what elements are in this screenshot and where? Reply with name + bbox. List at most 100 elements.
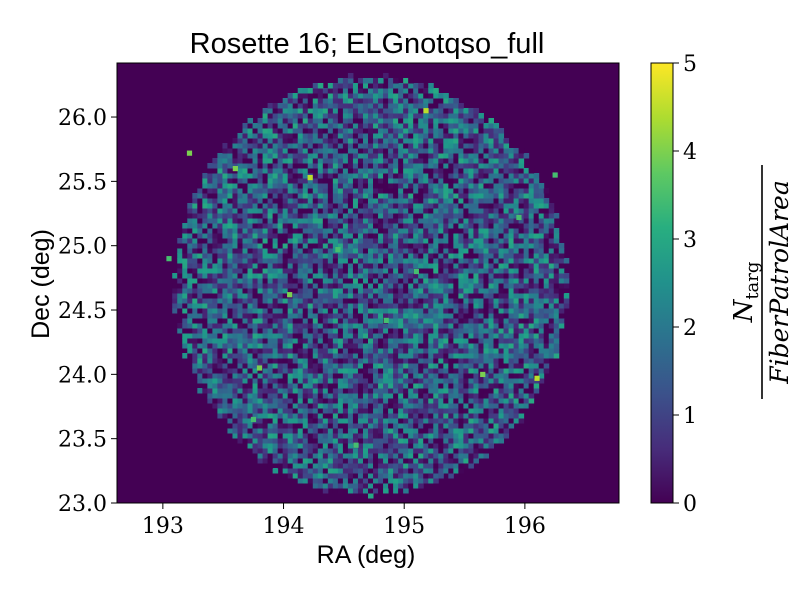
heatmap-cell <box>458 403 464 409</box>
heatmap-cell <box>212 333 218 339</box>
heatmap-cell <box>197 243 203 249</box>
heatmap-cell <box>418 458 424 464</box>
heatmap-cell <box>232 303 238 309</box>
heatmap-cell <box>428 343 434 349</box>
heatmap-cell <box>177 328 183 334</box>
heatmap-cell <box>483 318 489 324</box>
heatmap-cell <box>247 333 254 339</box>
heatmap-cell <box>222 283 228 289</box>
heatmap-cell <box>473 423 479 429</box>
heatmap-cell <box>247 343 254 349</box>
heatmap-cell <box>378 223 384 229</box>
heatmap-cell <box>408 223 414 229</box>
heatmap-cell <box>463 268 469 274</box>
heatmap-cell <box>247 353 254 359</box>
heatmap-cell <box>418 423 424 429</box>
heatmap-cell <box>533 203 540 209</box>
heatmap-cell <box>327 388 334 394</box>
heatmap-cell <box>307 403 314 409</box>
heatmap-cell <box>563 258 570 264</box>
heatmap-cell <box>483 423 489 429</box>
heatmap-cell <box>458 408 464 414</box>
heatmap-cell <box>433 188 439 194</box>
heatmap-cell <box>197 348 203 354</box>
heatmap-cell <box>413 333 419 339</box>
heatmap-cell <box>518 263 525 269</box>
heatmap-cell <box>373 413 379 419</box>
heatmap-cell <box>312 378 319 384</box>
heatmap-cell <box>312 483 319 489</box>
heatmap-cell <box>287 123 294 129</box>
heatmap-cell <box>393 338 399 344</box>
heatmap-cell <box>393 163 399 169</box>
heatmap-cell <box>398 388 404 394</box>
heatmap-cell <box>408 448 414 454</box>
heatmap-cell <box>297 238 304 244</box>
heatmap-cell <box>518 363 525 369</box>
heatmap-cell <box>393 378 399 384</box>
heatmap-cell <box>267 208 274 214</box>
heatmap-cell <box>423 368 429 374</box>
heatmap-cell <box>232 223 238 229</box>
heatmap-cell <box>503 353 510 359</box>
heatmap-cell <box>207 218 213 224</box>
heatmap-cell <box>332 253 339 259</box>
heatmap-cell <box>257 198 264 204</box>
heatmap-cell <box>272 398 279 404</box>
heatmap-cell <box>398 108 404 114</box>
heatmap-cell <box>197 318 203 324</box>
heatmap-cell <box>282 348 289 354</box>
heatmap-cell <box>197 188 203 194</box>
heatmap-cell <box>212 298 218 304</box>
heatmap-cell <box>352 298 359 304</box>
heatmap-cell <box>282 458 289 464</box>
heatmap-cell <box>317 433 324 439</box>
heatmap-cell <box>413 168 419 174</box>
heatmap-cell <box>493 148 500 154</box>
heatmap-cell <box>297 188 304 194</box>
heatmap-cell <box>172 283 178 289</box>
heatmap-cell <box>513 168 520 174</box>
heatmap-cell <box>212 363 218 369</box>
heatmap-cell <box>468 168 474 174</box>
heatmap-cell <box>287 188 294 194</box>
heatmap-cell <box>297 103 304 109</box>
heatmap-cell <box>373 448 379 454</box>
heatmap-cell <box>368 273 374 279</box>
heatmap-cell <box>257 123 264 129</box>
heatmap-cell <box>393 128 399 134</box>
heatmap-cell <box>337 288 344 294</box>
heatmap-cell <box>287 403 294 409</box>
heatmap-cell <box>322 388 329 394</box>
heatmap-cell <box>332 408 339 414</box>
heatmap-cell <box>498 258 505 264</box>
heatmap-cell <box>393 298 399 304</box>
heatmap-cell <box>508 198 515 204</box>
heatmap-cell <box>197 293 203 299</box>
heatmap-cell <box>453 138 459 144</box>
heatmap-cell <box>468 378 474 384</box>
heatmap-cell <box>252 368 259 374</box>
heatmap-cell <box>282 103 289 109</box>
heatmap-cell <box>388 253 394 259</box>
heatmap-cell <box>508 318 515 324</box>
heatmap-cell <box>518 218 525 224</box>
heatmap-cell <box>388 108 394 114</box>
heatmap-cell <box>312 253 319 259</box>
heatmap-cell <box>403 153 409 159</box>
heatmap-cell <box>488 303 494 309</box>
heatmap-cell <box>448 218 454 224</box>
heatmap-cell <box>378 473 384 479</box>
heatmap-cell <box>448 363 454 369</box>
heatmap-cell <box>393 148 399 154</box>
heatmap-cell <box>322 108 329 114</box>
heatmap-cell <box>543 288 550 294</box>
heatmap-cell <box>352 458 359 464</box>
heatmap-cell <box>237 278 243 284</box>
heatmap-cell <box>302 268 309 274</box>
heatmap-cell <box>357 228 364 234</box>
heatmap-cell <box>378 423 384 429</box>
heatmap-cell <box>513 418 520 424</box>
heatmap-cell <box>433 403 439 409</box>
heatmap-cell <box>443 128 449 134</box>
